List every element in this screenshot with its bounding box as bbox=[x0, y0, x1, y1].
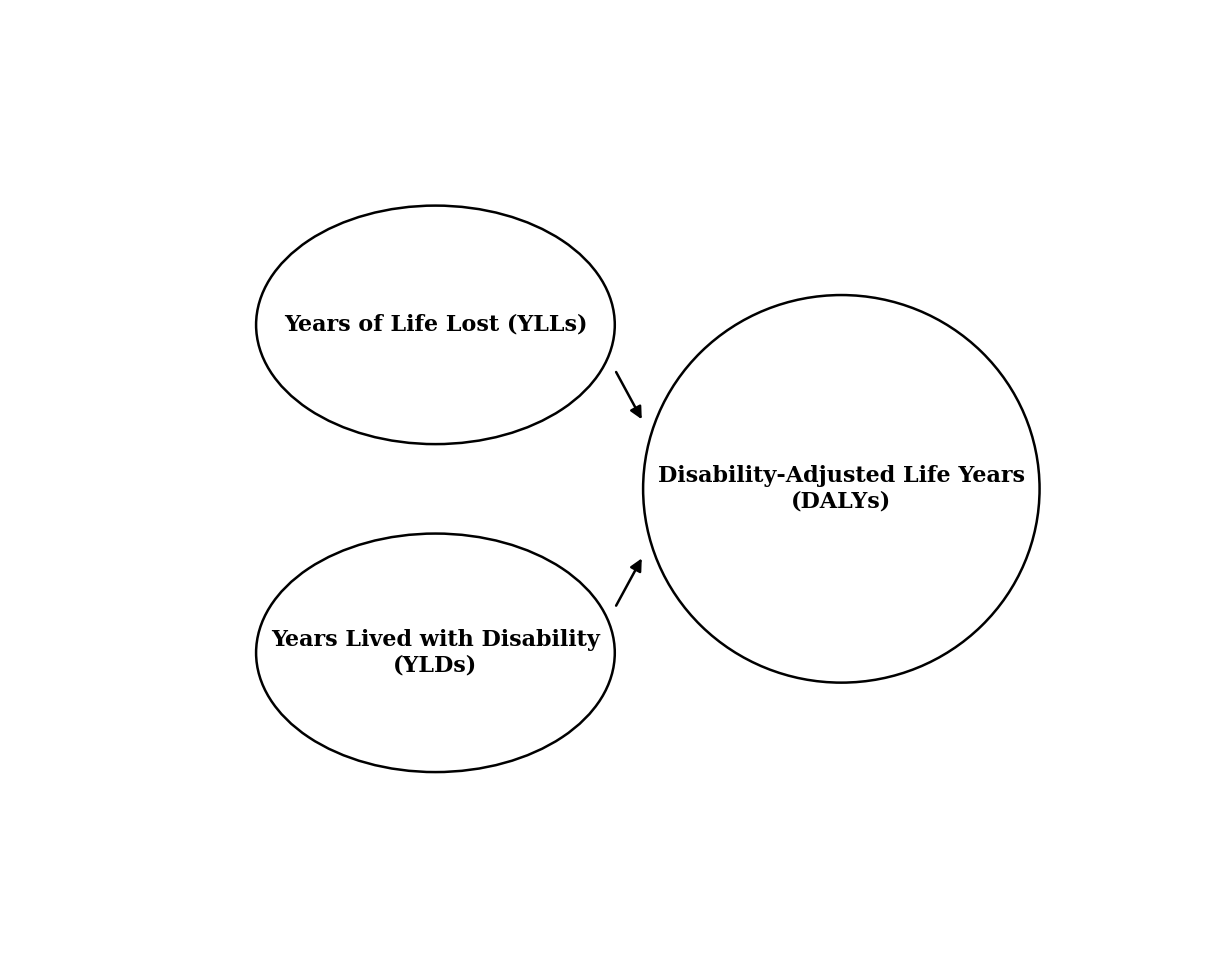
Text: Years of Life Lost (YLLs): Years of Life Lost (YLLs) bbox=[284, 314, 587, 336]
Text: Disability-Adjusted Life Years
(DALYs): Disability-Adjusted Life Years (DALYs) bbox=[658, 466, 1024, 512]
Text: Years Lived with Disability
(YLDs): Years Lived with Disability (YLDs) bbox=[270, 629, 600, 677]
